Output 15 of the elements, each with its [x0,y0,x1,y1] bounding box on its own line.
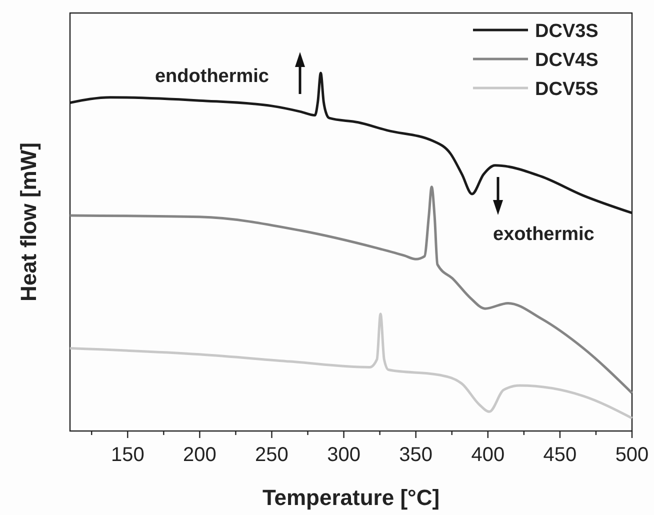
legend-label: DCV4S [535,50,598,71]
x-tick-label: 500 [615,444,649,466]
annotation: endothermic [154,66,270,87]
x-tick-label: 300 [327,444,360,466]
x-axis-title: Temperature [°C] [262,485,440,510]
legend-label: DCV3S [535,21,598,42]
annotation: exothermic [493,224,595,245]
x-tick-label: 250 [255,444,288,466]
x-tick-label: 400 [471,444,505,466]
x-tick-label: 200 [183,444,216,466]
legend-label: DCV5S [535,79,598,100]
x-tick-label: 450 [543,444,577,466]
y-axis-title: Heat flow [mW] [16,142,41,302]
x-tick-label: 150 [110,444,144,466]
x-tick-label: 350 [399,444,433,466]
